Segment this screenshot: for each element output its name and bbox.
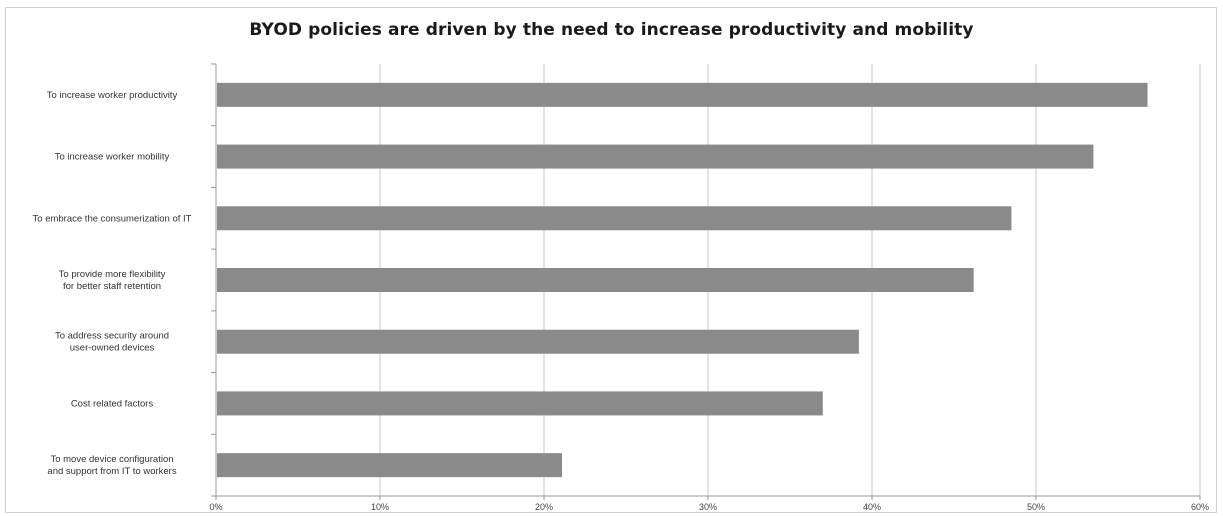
category-label: user-owned devices [70, 343, 155, 354]
category-label: To increase worker mobility [55, 152, 170, 163]
category-label: To address security around [55, 331, 169, 342]
category-label: and support from IT to workers [47, 466, 176, 477]
x-tick-label: 60% [1191, 502, 1209, 512]
bar [217, 206, 1012, 231]
x-tick-label: 20% [535, 502, 553, 512]
category-label: for better staff retention [63, 281, 161, 292]
category-label: To provide more flexibility [59, 269, 166, 280]
category-label: To move device configuration [50, 454, 173, 465]
bar [217, 268, 974, 292]
bar [217, 144, 1094, 169]
bar [217, 329, 859, 354]
x-tick-label: 0% [209, 502, 222, 512]
category-label: To embrace the consumerization of IT [33, 213, 192, 224]
bar [217, 82, 1148, 107]
category-label: Cost related factors [71, 398, 154, 409]
category-label: To increase worker productivity [47, 90, 178, 101]
bar [217, 453, 563, 478]
chart-title: BYOD policies are driven by the need to … [249, 20, 974, 40]
x-tick-label: 50% [1027, 502, 1045, 512]
bar [217, 391, 823, 416]
x-tick-label: 10% [371, 502, 389, 512]
x-tick-label: 40% [863, 502, 881, 512]
x-tick-label: 30% [699, 502, 717, 512]
